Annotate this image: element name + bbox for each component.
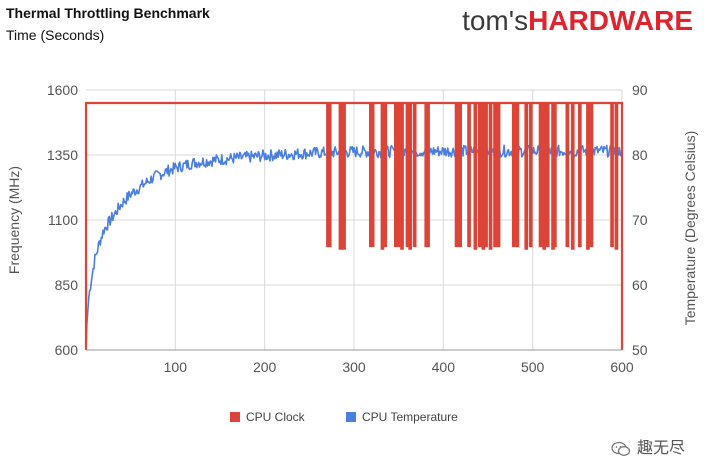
y2-tick-label: 80 — [632, 147, 648, 163]
y-tick-label: 1350 — [47, 147, 78, 163]
temperature-series — [85, 144, 623, 351]
x-tick-label: 100 — [164, 359, 188, 375]
legend-swatch-cpu-temperature — [346, 412, 356, 422]
x-tick-label: 400 — [432, 359, 456, 375]
y2-tick-label: 60 — [632, 277, 648, 293]
y2-tick-label: 70 — [632, 212, 648, 228]
legend-label-cpu-temperature: CPU Temperature — [362, 410, 458, 424]
toms-hardware-logo: tom'sHARDWARE — [462, 5, 693, 37]
x-tick-label: 500 — [521, 359, 545, 375]
x-tick-label: 600 — [610, 359, 634, 375]
chart-title: Thermal Throttling Benchmark — [6, 5, 210, 21]
legend-label-cpu-clock: CPU Clock — [246, 410, 306, 424]
watermark-text: 趣无尽 — [636, 440, 685, 457]
logo-part-hardware: HARDWARE — [528, 5, 693, 36]
wechat-icon — [611, 441, 631, 456]
legend-swatch-cpu-clock — [230, 412, 240, 422]
y-tick-label: 1600 — [47, 82, 78, 98]
temperature-line — [85, 144, 623, 351]
y-tick-label: 850 — [55, 277, 79, 293]
clock-line — [84, 101, 624, 350]
y-tick-label: 600 — [55, 342, 79, 358]
logo-part-toms: tom's — [462, 5, 529, 36]
x-tick-label: 300 — [342, 359, 366, 375]
y-axis-label: Frequency (MHz) — [6, 166, 22, 274]
y-tick-label: 1100 — [48, 212, 78, 228]
chart-subtitle: Time (Seconds) — [6, 27, 105, 43]
legend: CPU Clock CPU Temperature — [230, 410, 458, 424]
x-tick-label: 200 — [253, 359, 277, 375]
watermark: 趣无尽 — [611, 434, 685, 458]
y2-tick-label: 50 — [632, 342, 648, 358]
y2-tick-label: 90 — [632, 82, 648, 98]
clock-series — [84, 101, 624, 350]
y2-axis-label: Temperature (Degrees Celsius) — [682, 131, 698, 326]
